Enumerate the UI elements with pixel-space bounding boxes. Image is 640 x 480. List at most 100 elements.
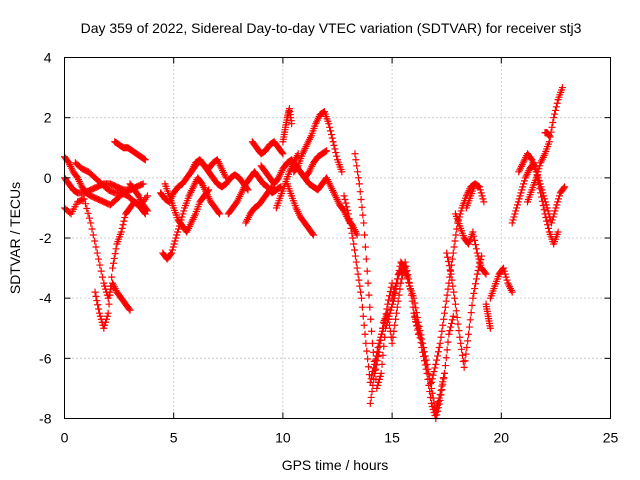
data-point [445,262,453,270]
data-marks [61,84,569,422]
data-point [388,294,396,302]
data-point [405,279,413,287]
data-point [373,384,381,392]
data-point [457,339,465,347]
data-point [469,294,477,302]
data-point [461,357,469,365]
data-point [401,264,409,272]
data-point [445,279,453,287]
data-point [419,348,427,356]
data-point [454,320,462,328]
data-point [344,206,352,214]
data-point [216,210,224,218]
data-point [352,156,360,164]
data-point [348,229,356,237]
data-point [436,339,444,347]
data-point [357,288,365,296]
data-point [434,348,442,356]
data-point [357,195,365,203]
data-point [439,380,447,388]
data-point [342,199,350,207]
data-point [377,369,385,377]
data-point [172,234,180,242]
data-point [354,270,362,278]
data-point [363,347,371,355]
data-point [95,309,103,317]
data-point [364,279,372,287]
data-point [443,291,451,299]
data-point [344,210,352,218]
series-s19 [296,168,361,239]
data-point [96,312,104,320]
data-point [143,192,151,200]
data-point [549,213,557,221]
data-point [371,369,379,377]
data-point [360,219,368,227]
data-point [322,147,330,155]
data-point [413,318,421,326]
data-point [403,271,411,279]
series-s27 [443,249,486,371]
data-point [412,315,420,323]
chart-title: Day 359 of 2022, Sidereal Day-to-day VTE… [81,20,582,36]
data-point [389,300,397,308]
data-point [444,253,452,261]
data-point [366,399,374,407]
data-point [410,309,418,317]
data-point [328,134,336,142]
series-s18 [290,108,346,176]
data-point [79,195,87,203]
data-point [330,141,338,149]
data-point [510,213,518,221]
data-point [535,180,543,188]
data-point [460,363,468,371]
data-point [381,333,389,341]
data-point [476,258,484,266]
series-s11 [187,156,230,182]
data-point [112,245,120,253]
data-point [545,138,553,146]
data-point [367,393,375,401]
data-point [448,316,456,324]
data-point [472,245,480,253]
series-s17 [279,105,296,146]
data-point [533,171,541,179]
data-point [548,216,556,224]
data-point [140,155,148,163]
data-point [395,266,403,274]
data-point [467,309,475,317]
data-point [411,312,419,320]
data-point [329,138,337,146]
data-point [139,180,147,188]
data-point [423,369,431,377]
data-point [472,275,480,283]
data-point [427,378,435,386]
data-point [372,361,380,369]
data-point [355,276,363,284]
data-point [365,291,373,299]
data-point [375,348,383,356]
data-point [359,312,367,320]
series-s7 [126,180,151,215]
series-s31 [486,264,516,302]
data-point [433,356,441,364]
data-point [486,324,494,332]
data-point [179,210,187,218]
data-point [414,324,422,332]
data-point [391,321,399,329]
data-point [443,249,451,257]
data-point [377,336,385,344]
data-point [91,237,99,245]
data-point [102,318,110,326]
series-s10 [161,180,213,236]
data-point [456,333,464,341]
x-tick-label: 15 [384,430,400,446]
series-s30 [482,300,494,332]
data-point [375,378,383,386]
data-point [333,152,341,160]
data-point [94,301,102,309]
data-point [544,224,552,232]
data-point [293,163,301,171]
data-point [448,319,456,327]
